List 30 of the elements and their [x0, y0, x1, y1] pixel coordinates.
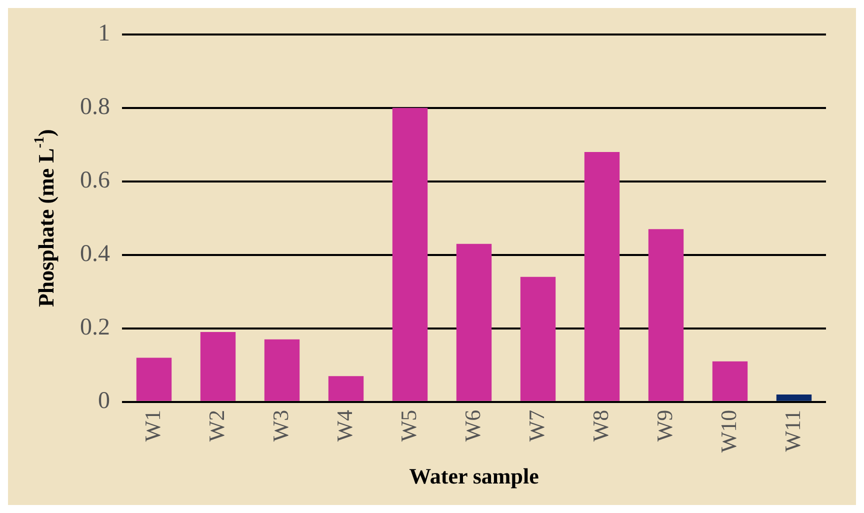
- x-tick-label: W11: [780, 410, 805, 452]
- bar: [520, 276, 556, 401]
- bar: [328, 376, 364, 401]
- y-tick-label: 0.8: [80, 94, 110, 120]
- x-tick-label: W4: [332, 410, 357, 442]
- x-tick-label: W5: [396, 410, 421, 442]
- y-axis-title: Phosphate (me L-1): [32, 129, 59, 308]
- bar: [456, 244, 492, 401]
- x-tick-label: W2: [204, 410, 229, 442]
- y-tick-label: 0.2: [80, 314, 110, 341]
- x-tick-label: W6: [460, 410, 485, 442]
- bar: [776, 394, 812, 401]
- bar: [136, 358, 172, 401]
- x-axis-title: Water sample: [409, 463, 540, 488]
- x-tick-label: W10: [716, 410, 741, 453]
- bar: [264, 339, 300, 401]
- y-tick-label: 0.4: [80, 241, 110, 268]
- x-tick-label: W1: [140, 410, 165, 442]
- y-tick-label: 0: [98, 388, 110, 414]
- bar: [392, 108, 428, 401]
- bar: [584, 152, 620, 401]
- bar: [200, 332, 236, 401]
- x-tick-label: W7: [524, 410, 549, 442]
- bar: [648, 229, 684, 401]
- x-tick-label: W3: [268, 410, 293, 442]
- x-tick-label: W8: [588, 410, 613, 442]
- bar: [712, 361, 748, 401]
- x-tick-label: W9: [652, 410, 677, 442]
- y-tick-label: 1: [98, 20, 110, 47]
- y-tick-label: 0.6: [80, 168, 110, 194]
